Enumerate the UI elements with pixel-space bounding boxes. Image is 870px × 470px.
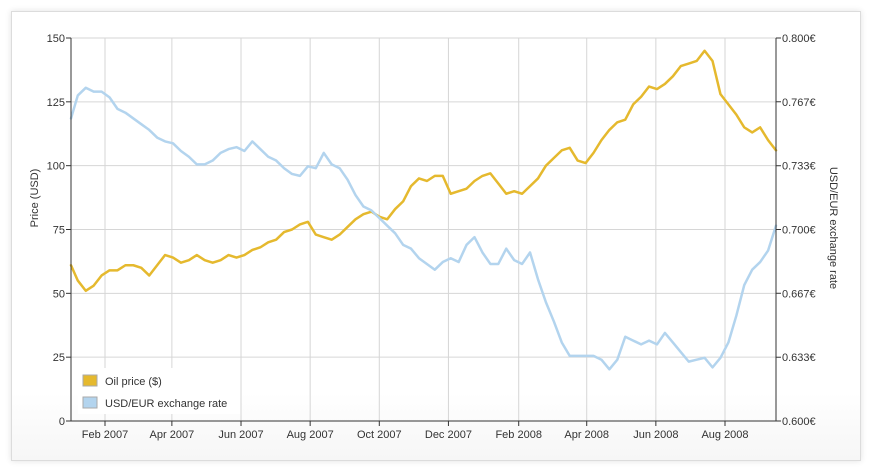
y-tick-label: 125	[47, 97, 65, 109]
y2-tick-label: 0.800€	[782, 33, 816, 45]
y-tick-label: 150	[47, 33, 65, 45]
y2-axis-ticks: 0.600€ 0.633€ 0.667€ 0.700€ 0.733€ 0.767€ 0.80…	[776, 33, 816, 428]
y2-tick-label: 0.733€	[782, 161, 816, 173]
x-tick-label: Feb 2008	[495, 429, 541, 441]
x-tick-label: Apr 2008	[564, 429, 609, 441]
legend-background	[78, 368, 240, 414]
y2-tick-label: 0.667€	[782, 288, 816, 300]
x-tick-label: Apr 2007	[150, 429, 195, 441]
x-axis-ticks: Feb 2007 Apr 2007 Jun 2007 Aug 2007 Oct 2007…	[82, 421, 749, 441]
series-line-usd-eur[interactable]	[69, 86, 778, 371]
y-axis-ticks: 0 25 50 75 100 125 150	[47, 33, 71, 428]
x-tick-label: Jun 2008	[633, 429, 678, 441]
x-tick-label: Oct 2007	[357, 429, 402, 441]
series-lines	[69, 49, 778, 371]
legend-swatch-oil[interactable]	[82, 374, 98, 387]
y2-tick-label: 0.767€	[782, 97, 816, 109]
y2-tick-label: 0.700€	[782, 225, 816, 237]
y2-tick-label: 0.633€	[782, 352, 816, 364]
y2-axis-title: USD/EUR exchange rate	[827, 167, 839, 289]
legend-swatch-usd-eur[interactable]	[82, 396, 98, 409]
y-axis-title: Price (USD)	[29, 169, 41, 228]
legend-label-usd-eur[interactable]: USD/EUR exchange rate	[105, 398, 227, 410]
y-tick-label: 50	[53, 288, 65, 300]
y-tick-label: 0	[59, 416, 65, 428]
legend: Oil price ($) USD/EUR exchange rate	[78, 368, 240, 414]
y2-tick-label: 0.600€	[782, 416, 816, 428]
grid	[71, 37, 776, 422]
series-line-oil-price[interactable]	[69, 49, 778, 293]
x-tick-label: Aug 2007	[287, 429, 334, 441]
legend-label-oil[interactable]: Oil price ($)	[105, 376, 162, 388]
x-tick-label: Aug 2008	[701, 429, 748, 441]
y-tick-label: 100	[47, 161, 65, 173]
y-tick-label: 25	[53, 352, 65, 364]
x-tick-label: Jun 2007	[218, 429, 263, 441]
x-tick-label: Dec 2007	[425, 429, 472, 441]
y-tick-label: 75	[53, 225, 65, 237]
x-tick-label: Feb 2007	[82, 429, 128, 441]
